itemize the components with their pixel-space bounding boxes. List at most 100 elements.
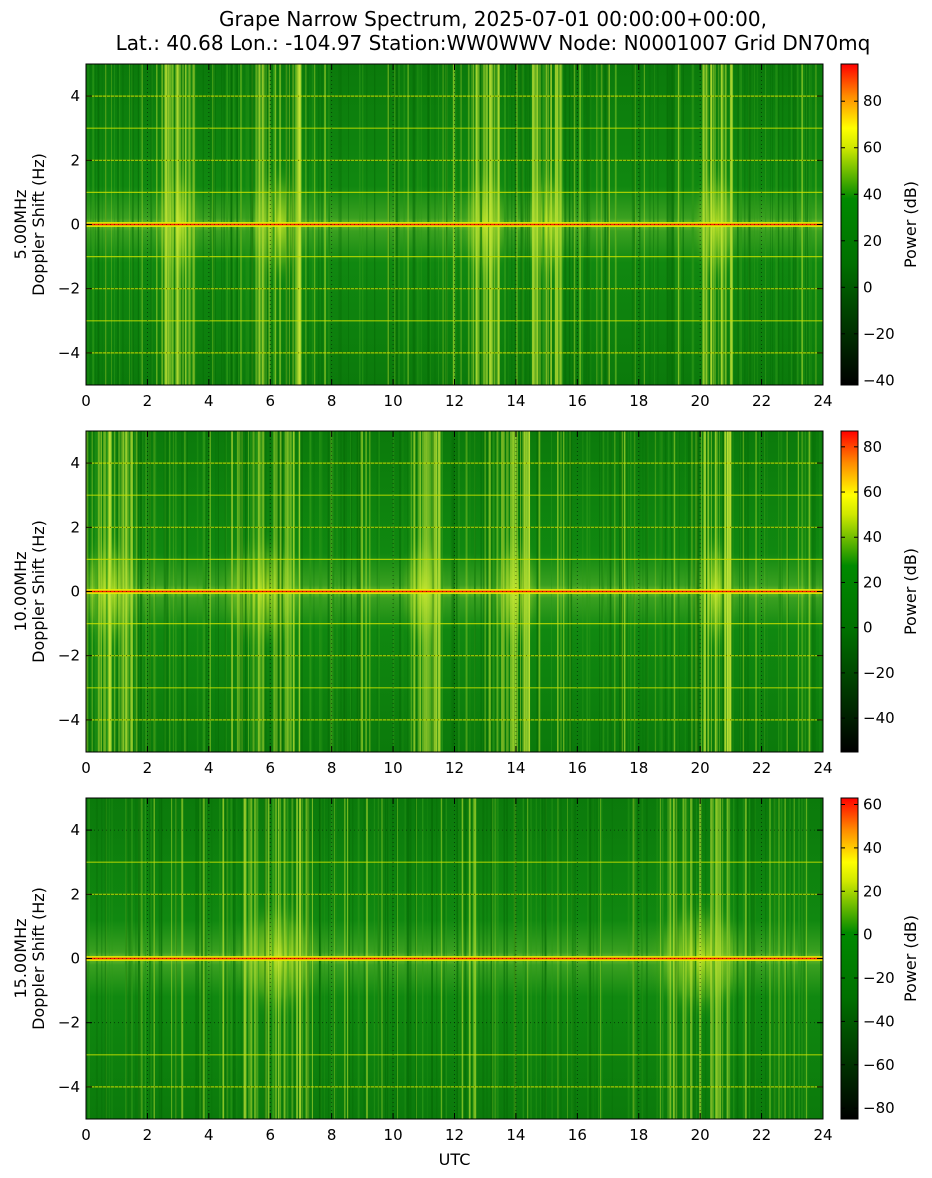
x-tick-label: 12 bbox=[445, 759, 464, 777]
colorbar-tick-label: −20 bbox=[863, 325, 895, 343]
x-tick-label: 4 bbox=[204, 392, 214, 410]
x-tick-label: 8 bbox=[327, 392, 337, 410]
figure-title-line-1: Grape Narrow Spectrum, 2025-07-01 00:00:… bbox=[219, 7, 767, 31]
x-tick-label: 0 bbox=[81, 1126, 91, 1144]
x-tick-label: 0 bbox=[81, 759, 91, 777]
x-tick-label: 12 bbox=[445, 392, 464, 410]
x-tick-label: 10 bbox=[384, 392, 403, 410]
x-tick-label: 18 bbox=[629, 1126, 648, 1144]
x-tick-label: 24 bbox=[813, 392, 832, 410]
colorbar-label: Power (dB) bbox=[901, 548, 920, 635]
x-tick-label: 20 bbox=[691, 759, 710, 777]
colorbar-gradient bbox=[840, 797, 859, 1120]
x-tick-label: 18 bbox=[629, 392, 648, 410]
colorbar-tick-label: 0 bbox=[863, 278, 873, 296]
colorbar-gradient bbox=[840, 430, 859, 753]
heatmap-area bbox=[86, 798, 823, 1119]
x-tick-label: 16 bbox=[568, 759, 587, 777]
grid bbox=[86, 431, 823, 752]
colorbar-gradient bbox=[840, 63, 859, 386]
heatmap-area bbox=[86, 64, 823, 385]
x-tick-label: 22 bbox=[752, 392, 771, 410]
colorbar-tick-label: −40 bbox=[863, 371, 895, 389]
x-tick-label: 14 bbox=[506, 759, 525, 777]
grid bbox=[86, 798, 823, 1119]
colorbar-tick-label: 60 bbox=[863, 139, 882, 157]
colorbar-tick-label: 80 bbox=[863, 438, 882, 456]
colorbar-tick-label: 40 bbox=[863, 528, 882, 546]
colorbar: −40 −20 0 20 40 60 80 Power (dB) bbox=[840, 430, 920, 753]
x-tick-label: 12 bbox=[445, 1126, 464, 1144]
y-axis-title: 5.00MHz bbox=[11, 190, 30, 260]
x-tick-label: 16 bbox=[568, 392, 587, 410]
x-tick-label: 4 bbox=[204, 759, 214, 777]
colorbar-tick-label: 0 bbox=[863, 926, 873, 944]
x-tick-label: 10 bbox=[384, 1126, 403, 1144]
x-tick-label: 2 bbox=[143, 759, 153, 777]
colorbar-tick-label: 20 bbox=[863, 573, 882, 591]
colorbar: −40 −20 0 20 40 60 80 Power (dB) bbox=[840, 63, 920, 389]
x-tick-label: 20 bbox=[691, 392, 710, 410]
heatmap-area bbox=[86, 431, 823, 752]
y-tick-label: 2 bbox=[70, 151, 80, 169]
y-tick-label: −2 bbox=[58, 1014, 80, 1032]
x-tick-label: 2 bbox=[143, 392, 153, 410]
colorbar-tick-label: 20 bbox=[863, 232, 882, 250]
x-tick-label: 14 bbox=[506, 392, 525, 410]
colorbar: −80 −60 −40 −20 0 20 40 60 Power (dB) bbox=[840, 796, 920, 1120]
colorbar-tick-label: −20 bbox=[863, 664, 895, 682]
y-axis-title: Doppler Shift (Hz) bbox=[29, 153, 48, 296]
colorbar-tick-label: 60 bbox=[863, 796, 882, 814]
x-tick-label: 6 bbox=[265, 1126, 275, 1144]
y-tick-label: 2 bbox=[70, 518, 80, 536]
colorbar-tick-label: −80 bbox=[863, 1099, 895, 1117]
colorbar-tick-label: 20 bbox=[863, 882, 882, 900]
y-axis-title: 10.00MHz bbox=[11, 551, 30, 631]
y-tick-label: −4 bbox=[58, 711, 80, 729]
grid bbox=[86, 64, 823, 385]
x-tick-label: 22 bbox=[752, 1126, 771, 1144]
y-tick-label: 2 bbox=[70, 885, 80, 903]
x-tick-label: 22 bbox=[752, 759, 771, 777]
colorbar-tick-label: −60 bbox=[863, 1056, 895, 1074]
y-tick-label: −2 bbox=[58, 280, 80, 298]
colorbar-tick-label: 40 bbox=[863, 839, 882, 857]
figure-title-line-2: Lat.: 40.68 Lon.: -104.97 Station:WW0WWV… bbox=[116, 31, 871, 55]
y-tick-label: 0 bbox=[70, 583, 80, 601]
colorbar-label: Power (dB) bbox=[901, 181, 920, 268]
y-tick-label: −4 bbox=[58, 1078, 80, 1096]
x-axis-title: UTC bbox=[439, 1150, 471, 1169]
colorbar-tick-label: 0 bbox=[863, 619, 873, 637]
y-tick-label: −4 bbox=[58, 344, 80, 362]
y-tick-label: 4 bbox=[70, 821, 80, 839]
x-tick-label: 16 bbox=[568, 1126, 587, 1144]
colorbar-tick-label: 80 bbox=[863, 92, 882, 110]
colorbar-tick-label: −40 bbox=[863, 1012, 895, 1030]
x-tick-label: 8 bbox=[327, 1126, 337, 1144]
x-tick-label: 20 bbox=[691, 1126, 710, 1144]
x-tick-label: 14 bbox=[506, 1126, 525, 1144]
x-tick-label: 10 bbox=[384, 759, 403, 777]
y-tick-label: 4 bbox=[70, 87, 80, 105]
colorbar-label: Power (dB) bbox=[901, 915, 920, 1002]
y-axis-title: Doppler Shift (Hz) bbox=[29, 887, 48, 1030]
colorbar-tick-label: −20 bbox=[863, 969, 895, 987]
y-axis-title: 15.00MHz bbox=[11, 918, 30, 998]
colorbar-tick-label: 60 bbox=[863, 483, 882, 501]
y-tick-label: −2 bbox=[58, 647, 80, 665]
x-tick-label: 0 bbox=[81, 392, 91, 410]
x-tick-label: 6 bbox=[265, 759, 275, 777]
x-tick-label: 8 bbox=[327, 759, 337, 777]
x-tick-label: 24 bbox=[813, 1126, 832, 1144]
x-tick-label: 6 bbox=[265, 392, 275, 410]
x-tick-label: 2 bbox=[143, 1126, 153, 1144]
x-tick-label: 4 bbox=[204, 1126, 214, 1144]
y-tick-label: 0 bbox=[70, 950, 80, 968]
colorbar-tick-label: 40 bbox=[863, 185, 882, 203]
x-tick-label: 24 bbox=[813, 759, 832, 777]
